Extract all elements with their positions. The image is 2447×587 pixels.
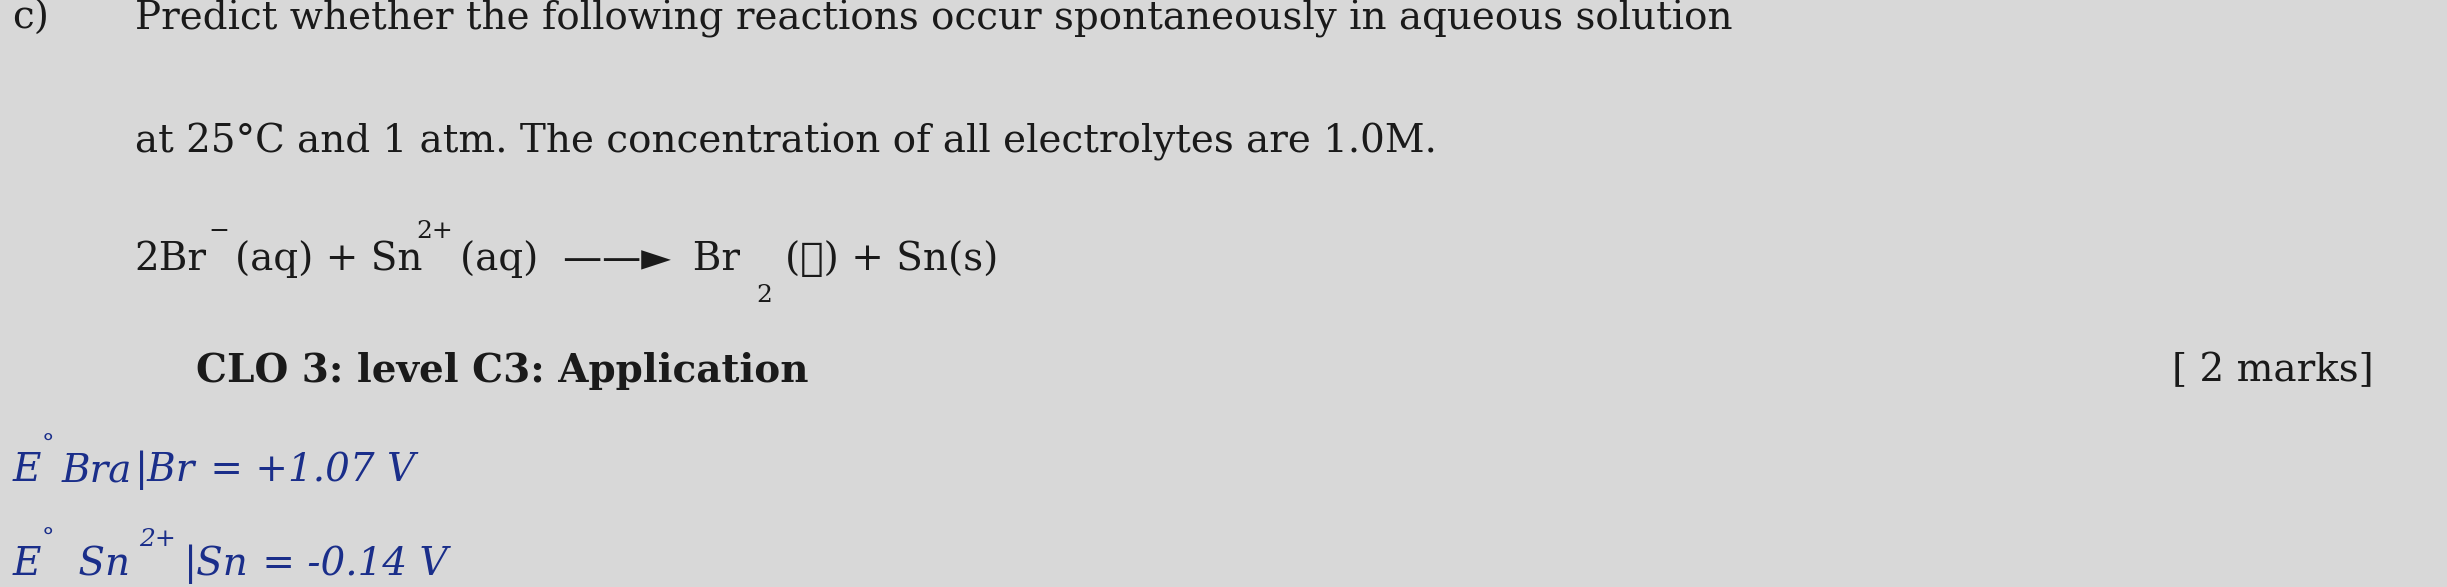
Text: E: E	[12, 453, 42, 490]
Text: = -0.14 V: = -0.14 V	[250, 546, 448, 583]
Text: Bra: Bra	[61, 453, 132, 490]
Text: c): c)	[12, 1, 49, 38]
Text: = +1.07 V: = +1.07 V	[198, 453, 416, 490]
Text: at 25°C and 1 atm. The concentration of all electrolytes are 1.0M.: at 25°C and 1 atm. The concentration of …	[135, 123, 1436, 161]
Text: [ 2 marks]: [ 2 marks]	[2173, 353, 2374, 390]
Text: Br: Br	[668, 241, 739, 278]
Text: °: °	[42, 528, 54, 551]
Text: 2+: 2+	[139, 528, 176, 551]
Text: °: °	[42, 434, 54, 457]
Text: (aq) + Sn: (aq) + Sn	[235, 240, 423, 278]
Text: (ℓ) + Sn(s): (ℓ) + Sn(s)	[785, 241, 998, 278]
Text: Sn: Sn	[66, 546, 130, 583]
Text: 2Br: 2Br	[135, 241, 206, 278]
Text: 2: 2	[756, 284, 771, 308]
Text: E: E	[12, 546, 42, 583]
Text: Predict whether the following reactions occur spontaneously in aqueous solution: Predict whether the following reactions …	[135, 0, 1732, 38]
Text: 2+: 2+	[416, 220, 453, 243]
Text: −: −	[208, 220, 230, 243]
Text: |Sn: |Sn	[184, 545, 247, 584]
Text: |Br: |Br	[135, 451, 196, 490]
Text: CLO 3: level C3: Application: CLO 3: level C3: Application	[196, 352, 808, 390]
Text: (aq)  ——►: (aq) ——►	[460, 240, 670, 278]
